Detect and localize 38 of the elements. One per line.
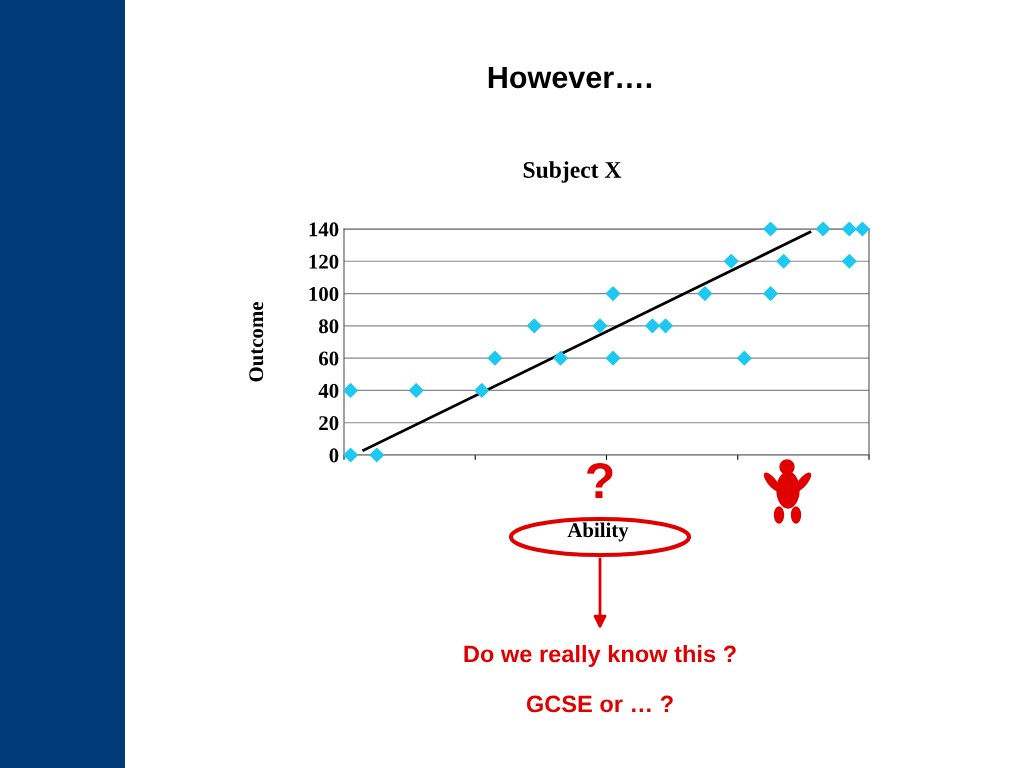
point — [842, 221, 857, 237]
chart-subtitle: Subject X — [523, 161, 622, 183]
text: ? — [587, 463, 613, 498]
point — [487, 350, 503, 366]
point — [553, 350, 568, 366]
point — [605, 286, 621, 301]
point — [343, 447, 358, 463]
y-tick-label: 80 — [319, 319, 339, 334]
text: GCSE or … ? — [526, 695, 673, 713]
y-axis-title: Outcome — [249, 302, 264, 382]
point — [723, 254, 739, 269]
point — [763, 221, 778, 237]
point — [592, 318, 608, 334]
point — [737, 350, 752, 366]
point — [605, 350, 621, 366]
y-tick-label: 140 — [309, 222, 339, 237]
point — [842, 254, 857, 269]
y-tick-label: 60 — [319, 351, 339, 366]
point — [527, 318, 542, 334]
y-tick-label: 0 — [329, 448, 339, 463]
point — [763, 286, 778, 301]
y-tick-label: 20 — [319, 416, 339, 431]
point — [815, 221, 831, 237]
point — [658, 318, 673, 334]
y-tick-label: 40 — [318, 383, 339, 398]
point — [697, 286, 713, 301]
point — [645, 318, 660, 334]
point — [343, 383, 358, 398]
x-axis-title: Ability — [567, 522, 629, 542]
text: Do we really know this ? — [464, 644, 736, 667]
point — [474, 383, 490, 398]
chart-title: However…. — [488, 66, 652, 89]
y-tick-label: 120 — [309, 254, 339, 269]
point — [369, 447, 385, 463]
point — [408, 383, 424, 398]
y-tick-label: 100 — [309, 286, 339, 301]
point — [855, 221, 870, 237]
point — [776, 254, 791, 269]
